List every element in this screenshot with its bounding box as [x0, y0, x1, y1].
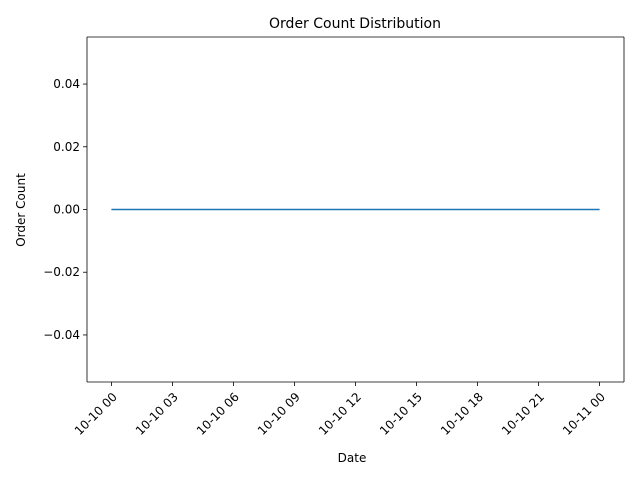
y-tick-label: −0.04: [43, 328, 80, 342]
x-axis-title: Date: [338, 451, 367, 465]
y-tick-label: −0.02: [43, 265, 80, 279]
plot-frame: [86, 36, 625, 383]
chart-title: Order Count Distribution: [269, 16, 441, 32]
y-tick-label: 0.00: [53, 203, 80, 217]
y-tick-label: 0.04: [53, 77, 80, 91]
y-axis-title: Order Count: [14, 173, 28, 247]
y-tick-label: 0.02: [53, 140, 80, 154]
y-axis-ticks: −0.04 −0.02 0.00 0.02 0.04: [43, 77, 87, 342]
